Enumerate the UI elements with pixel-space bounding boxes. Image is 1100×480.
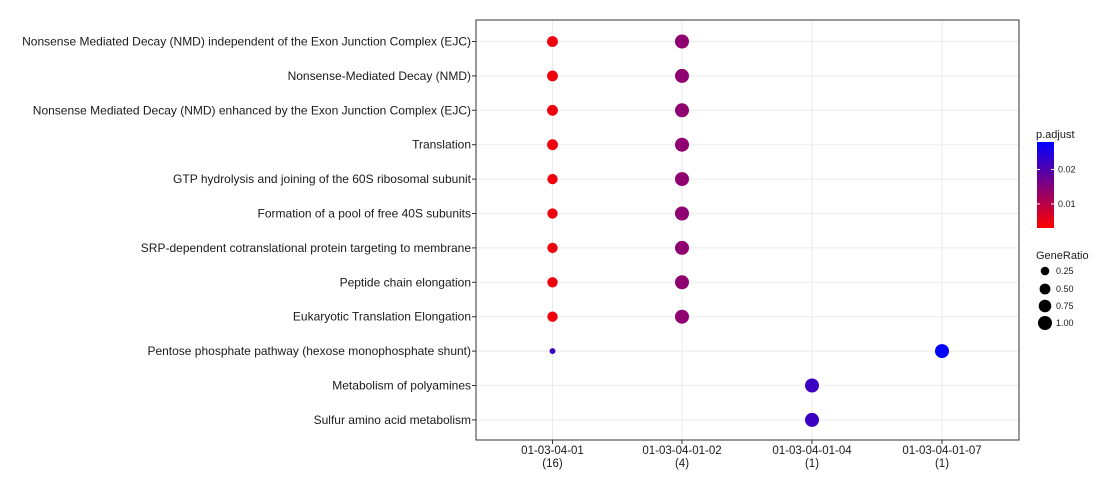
gene-ratio-legend-dot [1040, 266, 1050, 276]
y-tick-label: Sulfur amino acid metabolism [314, 413, 471, 427]
data-point [935, 344, 949, 359]
y-tick-label: Pentose phosphate pathway (hexose monoph… [147, 344, 471, 358]
gene-ratio-legend-dot [1038, 316, 1052, 330]
plot-panel-border [475, 19, 1020, 441]
x-tick-label: 01-03-04-01-07 [902, 445, 981, 457]
y-tick-label: Metabolism of polyamines [332, 379, 471, 393]
data-point [675, 68, 689, 83]
data-points [547, 34, 949, 427]
colorbar-tick-label: 0.02 [1058, 165, 1076, 175]
gene-ratio-legend-label: 0.75 [1056, 301, 1074, 311]
gene-ratio-legend-dot [1039, 283, 1051, 295]
data-point [675, 275, 689, 290]
y-tick-label: Translation [412, 138, 471, 152]
p-adjust-legend: p.adjust 0.01 0.02 [1036, 129, 1076, 228]
data-point [675, 137, 689, 152]
data-point [547, 70, 558, 82]
y-axis: Nonsense Mediated Decay (NMD) independen… [22, 35, 476, 427]
data-point [547, 277, 558, 288]
x-axis: 01-03-04-01(16) 01-03-04-01-02(4) 01-03-04… [521, 440, 982, 470]
y-tick-label: Nonsense Mediated Decay (NMD) enhanced b… [33, 103, 471, 117]
x-tick-count-label: (4) [675, 458, 689, 470]
data-point [549, 348, 556, 355]
gene-ratio-legend: GeneRatio 0.25 0.50 0.75 1.00 [1036, 250, 1089, 330]
grid-lines [476, 20, 1019, 440]
data-point [547, 173, 558, 185]
data-point [547, 36, 558, 47]
y-tick-label: Nonsense-Mediated Decay (NMD) [288, 69, 471, 83]
gene-ratio-legend-title: GeneRatio [1036, 250, 1089, 262]
gene-ratio-legend-label: 0.25 [1056, 266, 1074, 276]
colorbar-tick-label: 0.01 [1058, 199, 1076, 209]
y-tick-label: Peptide chain elongation [340, 275, 471, 289]
x-tick-label: 01-03-04-01 [521, 445, 584, 457]
y-tick-label: Nonsense Mediated Decay (NMD) independen… [22, 35, 471, 49]
y-tick-label: Formation of a pool of free 40S subunits [258, 207, 471, 221]
data-point [805, 412, 819, 427]
x-tick-count-label: (1) [935, 458, 949, 470]
data-point [675, 34, 689, 49]
data-point [675, 103, 689, 118]
p-adjust-colorbar [1037, 142, 1054, 228]
x-tick-count-label: (16) [542, 458, 563, 470]
p-adjust-legend-title: p.adjust [1036, 129, 1075, 141]
x-tick-label: 01-03-04-01-04 [772, 445, 852, 457]
gene-ratio-legend-label: 1.00 [1056, 318, 1074, 328]
data-point [675, 172, 689, 187]
data-point [675, 240, 689, 255]
x-tick-label: 01-03-04-01-02 [642, 445, 721, 457]
data-point [547, 311, 558, 322]
data-point [547, 139, 558, 151]
y-tick-label: GTP hydrolysis and joining of the 60S ri… [173, 172, 472, 186]
data-point [805, 378, 819, 393]
data-point [547, 208, 558, 219]
data-point [675, 206, 689, 221]
data-point [547, 242, 558, 254]
x-tick-count-label: (1) [805, 458, 819, 470]
y-tick-label: SRP-dependent cotranslational protein ta… [141, 241, 472, 255]
gene-ratio-legend-label: 0.50 [1056, 284, 1074, 294]
data-point [675, 309, 689, 324]
data-point [547, 104, 558, 116]
gene-ratio-legend-dot [1038, 299, 1052, 313]
y-tick-label: Eukaryotic Translation Elongation [293, 310, 471, 324]
